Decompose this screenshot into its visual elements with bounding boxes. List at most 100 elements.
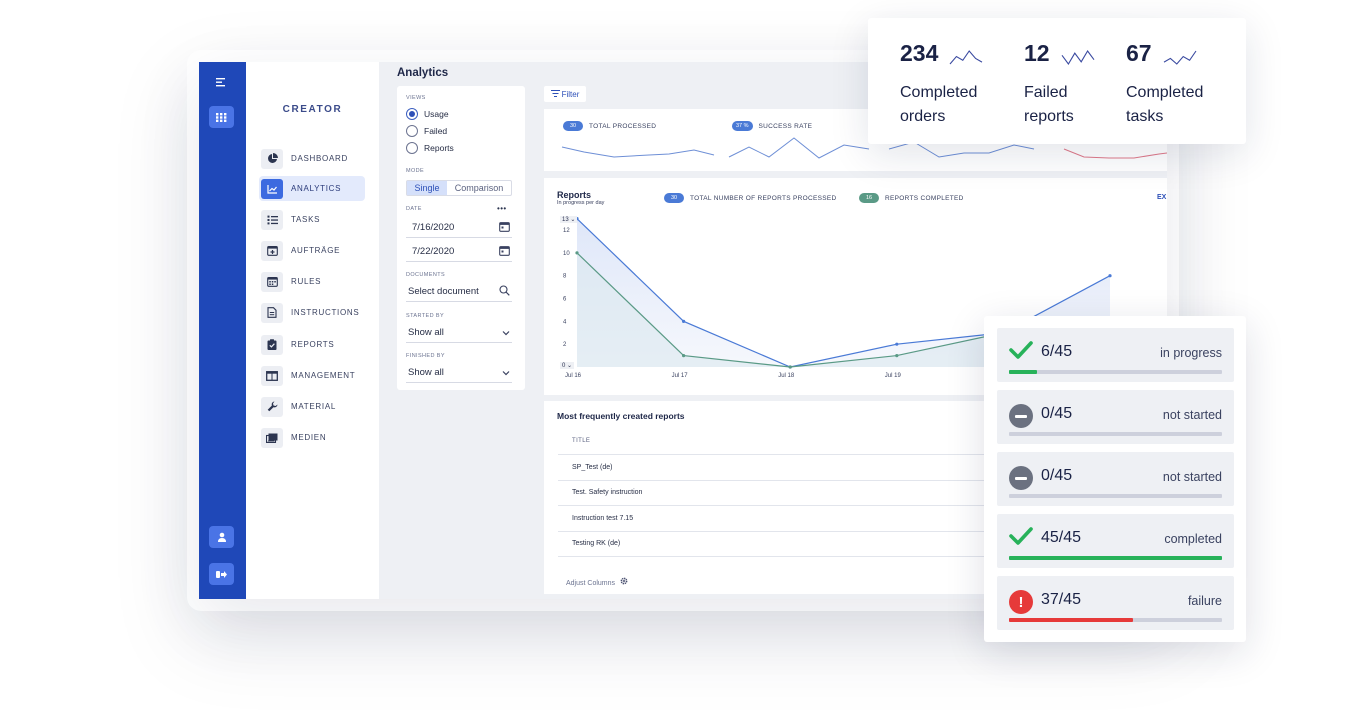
y-max-select[interactable]: 13 ⌄ <box>560 216 578 223</box>
sidebar-item-management[interactable]: MANAGEMENT <box>259 363 365 388</box>
menu-icon[interactable] <box>209 71 234 93</box>
chart-subtitle: In progress per day <box>557 200 605 206</box>
sparkline-success <box>728 137 870 159</box>
status-card: 6/45 in progress 0/45 not started 0/45 not st… <box>984 316 1246 642</box>
chevron-down-icon: ⌄ <box>570 217 576 223</box>
export-link[interactable]: EX <box>1157 194 1167 201</box>
progress-track <box>1009 370 1222 374</box>
started-by-select[interactable]: Show all <box>406 323 512 343</box>
x-tick-label: Jul 19 <box>884 373 901 379</box>
document-search-field[interactable]: Select document <box>406 282 512 302</box>
calendar-icon[interactable] <box>499 221 510 234</box>
date-from-field[interactable]: 7/16/2020 <box>406 218 512 238</box>
status-label: completed <box>1164 532 1222 546</box>
radio-empty-icon <box>406 142 418 154</box>
sparkline-icon <box>1163 50 1197 65</box>
sidebar-item-auftr-ge[interactable]: AUFTRÄGE <box>259 238 365 263</box>
user-icon[interactable] <box>209 526 234 548</box>
progress-track <box>1009 556 1222 560</box>
filter-button[interactable]: Filter <box>544 86 586 102</box>
chart-title: Reports <box>557 190 592 200</box>
table-row[interactable]: Testing RK (de) <box>558 530 1167 556</box>
finished-by-select[interactable]: Show all <box>406 363 512 383</box>
sidebar-item-analytics[interactable]: ANALYTICS <box>259 176 365 201</box>
view-radio-reports[interactable]: Reports <box>406 142 454 154</box>
stat-label: TOTAL PROCESSED <box>589 122 657 130</box>
sidebar-item-rules[interactable]: RULES <box>259 269 365 294</box>
sidebar-item-medien[interactable]: MEDIEN <box>259 425 365 450</box>
status-row: 0/45 not started <box>997 390 1234 444</box>
data-point <box>575 251 579 255</box>
started-by-label: STARTED BY <box>406 313 445 319</box>
sidebar-item-label: INSTRUCTIONS <box>291 308 360 317</box>
table-row[interactable]: SP_Test (de) <box>558 454 1167 479</box>
logout-icon[interactable] <box>209 563 234 585</box>
kpi-completed-tasks: 67 Completed tasks <box>1126 40 1203 129</box>
table-cell-title: Testing RK (de) <box>572 540 621 547</box>
table-row[interactable]: Instruction test 7.15 <box>558 505 1167 530</box>
x-tick-label: Jul 17 <box>671 373 688 379</box>
views-label: VIEWS <box>406 95 426 101</box>
progress-track <box>1009 618 1222 622</box>
y-tick-label: 4 <box>563 319 567 325</box>
filter-icon <box>550 89 560 99</box>
checklist-icon <box>261 209 283 230</box>
chevron-down-icon <box>502 368 510 378</box>
status-row: 45/45 completed <box>997 514 1234 568</box>
status-label: in progress <box>1160 346 1222 360</box>
sidebar-item-material[interactable]: MATERIAL <box>259 394 365 419</box>
mode-label: MODE <box>406 168 425 174</box>
calendar-icon[interactable] <box>499 245 510 258</box>
page-title: Analytics <box>397 67 449 79</box>
chevron-down-icon: ⌄ <box>567 363 573 369</box>
sidebar: CREATOR DASHBOARD ANALYTICS TASKS AUFTRÄGE R… <box>246 62 379 599</box>
status-row: 6/45 in progress <box>997 328 1234 382</box>
kpi-completed-orders: 234 Completed orders <box>900 40 984 129</box>
kpi-label-line: Completed <box>900 84 978 101</box>
stat-badge: 37 % <box>732 121 753 131</box>
kpi-label: Completed orders <box>900 81 984 129</box>
mode-comparison-button[interactable]: Comparison <box>454 183 504 193</box>
sidebar-item-reports[interactable]: REPORTS <box>259 332 365 357</box>
brand-logo: CREATOR <box>282 104 343 115</box>
table-divider <box>558 556 1167 557</box>
status-label: not started <box>1162 408 1222 422</box>
table-cell-title: SP_Test (de) <box>572 463 613 471</box>
view-radio-failed[interactable]: Failed <box>406 125 447 137</box>
sparkline-failed <box>1063 148 1167 159</box>
kpi-label-line: reports <box>1024 108 1074 125</box>
legend-label: REPORTS COMPLETED <box>885 194 964 202</box>
status-label: not started <box>1162 470 1222 484</box>
adjust-columns-button[interactable]: Adjust Columns <box>566 577 628 587</box>
sidebar-item-tasks[interactable]: TASKS <box>259 207 365 232</box>
sidebar-item-instructions[interactable]: INSTRUCTIONS <box>259 300 365 325</box>
search-icon[interactable] <box>499 285 510 298</box>
data-point <box>1108 274 1112 278</box>
calendar-plus-icon <box>261 240 283 261</box>
kpi-card: 234 Completed orders 12 Failed reports 67 Compl… <box>868 18 1246 144</box>
progress-fill <box>1009 618 1133 622</box>
sidebar-item-dashboard[interactable]: DASHBOARD <box>259 146 365 171</box>
data-point <box>788 365 792 369</box>
y-min-select[interactable]: 0 ⌄ <box>560 362 575 369</box>
clipboard-check-icon <box>261 334 283 355</box>
legend-badge: 16 <box>859 193 879 203</box>
apps-grid-icon[interactable] <box>209 106 234 128</box>
data-point <box>895 353 899 358</box>
table-row[interactable]: Test. Safety instruction <box>558 479 1167 505</box>
sidebar-item-label: MEDIEN <box>291 433 327 442</box>
wrench-icon <box>261 396 283 417</box>
table-title: Most frequently created reports <box>557 411 685 421</box>
view-radio-usage[interactable]: Usage <box>406 108 449 120</box>
table-cell-title: Instruction test 7.15 <box>572 514 634 522</box>
progress-track <box>1009 432 1222 436</box>
mode-single-button[interactable]: Single <box>407 181 447 195</box>
images-icon <box>261 427 283 448</box>
date-to-field[interactable]: 7/22/2020 <box>406 242 512 262</box>
sparkline-icon <box>949 49 983 65</box>
date-more-button[interactable]: ••• <box>497 204 507 213</box>
sidebar-item-label: MANAGEMENT <box>291 371 356 380</box>
status-count: 6/45 <box>1041 343 1073 360</box>
check-icon <box>1009 524 1033 548</box>
column-header-title[interactable]: TITLE <box>572 438 591 444</box>
